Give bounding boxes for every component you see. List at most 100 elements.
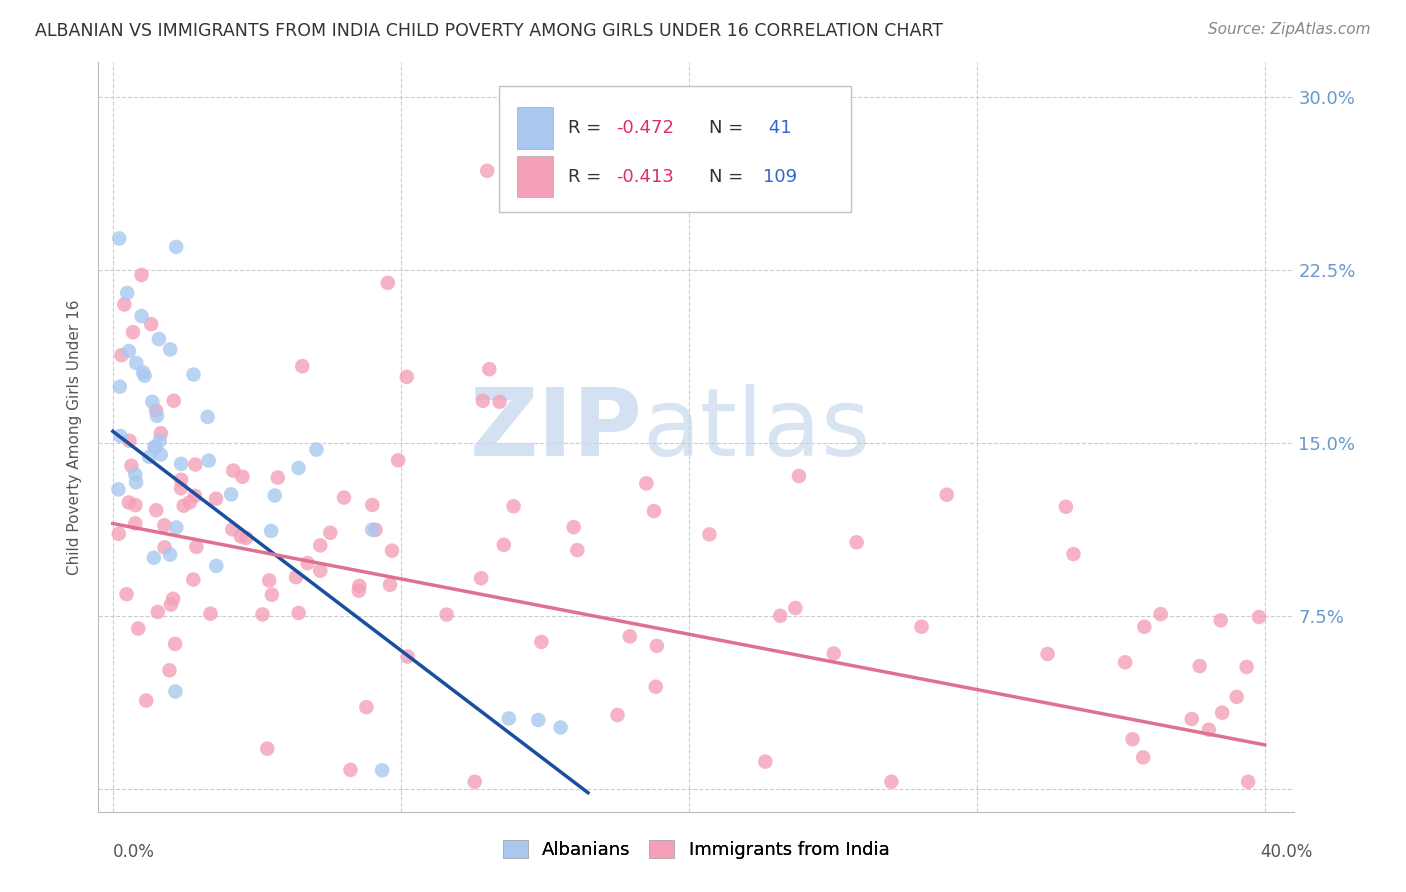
Point: [910, 620, 932, 634]
Point: [221, 522, 243, 536]
Point: [146, 409, 169, 423]
Point: [845, 535, 868, 549]
Point: [162, 591, 184, 606]
Point: [173, 499, 195, 513]
Point: [319, 525, 342, 540]
Point: [141, 317, 163, 331]
Point: [498, 711, 520, 725]
Point: [1114, 656, 1136, 670]
Text: R =: R =: [568, 168, 607, 186]
Point: [785, 601, 807, 615]
Point: [110, 348, 132, 362]
Point: [395, 370, 418, 384]
Point: [699, 527, 721, 541]
Point: [134, 368, 156, 383]
Point: [477, 163, 499, 178]
Point: [197, 409, 219, 424]
Point: [125, 475, 148, 490]
Point: [124, 498, 146, 512]
Point: [464, 774, 486, 789]
Text: -0.472: -0.472: [616, 120, 673, 137]
Point: [550, 721, 572, 735]
Point: [636, 476, 658, 491]
Point: [371, 763, 394, 777]
Point: [387, 453, 409, 467]
Point: [200, 607, 222, 621]
Point: [1209, 613, 1232, 627]
Point: [488, 394, 510, 409]
Point: [1237, 774, 1260, 789]
Text: 41: 41: [763, 120, 792, 137]
Text: R =: R =: [568, 120, 607, 137]
Point: [115, 285, 138, 300]
Point: [159, 548, 181, 562]
Point: [256, 741, 278, 756]
Point: [527, 713, 550, 727]
Point: [115, 587, 138, 601]
Point: [1122, 732, 1144, 747]
Point: [754, 755, 776, 769]
Point: [122, 325, 145, 339]
Point: [361, 523, 384, 537]
Point: [170, 481, 193, 495]
Text: ZIP: ZIP: [470, 384, 643, 475]
Point: [135, 693, 157, 707]
Point: [186, 540, 208, 554]
Point: [1236, 660, 1258, 674]
Text: N =: N =: [709, 168, 749, 186]
Point: [127, 622, 149, 636]
Point: [165, 684, 187, 698]
Point: [131, 268, 153, 282]
Point: [165, 240, 187, 254]
Point: [378, 578, 401, 592]
Point: [141, 394, 163, 409]
Point: [118, 495, 141, 509]
Text: N =: N =: [709, 120, 749, 137]
Point: [184, 489, 207, 503]
Text: 109: 109: [763, 168, 797, 186]
Point: [436, 607, 458, 622]
Point: [339, 763, 361, 777]
Point: [492, 538, 515, 552]
Point: [159, 343, 181, 357]
Point: [562, 520, 585, 534]
Point: [1247, 610, 1270, 624]
Point: [108, 379, 131, 393]
Point: [530, 635, 553, 649]
Point: [110, 429, 132, 443]
Point: [132, 365, 155, 379]
Point: [179, 495, 201, 509]
Point: [163, 393, 186, 408]
Point: [1133, 620, 1156, 634]
Point: [260, 588, 283, 602]
Point: [333, 491, 356, 505]
Point: [107, 483, 129, 497]
Point: [1226, 690, 1249, 704]
Point: [165, 637, 187, 651]
Point: [478, 362, 501, 376]
Point: [1036, 647, 1059, 661]
Point: [146, 605, 169, 619]
Point: [159, 663, 181, 677]
Point: [138, 450, 160, 464]
Point: [181, 573, 204, 587]
Point: [112, 297, 135, 311]
Point: [606, 708, 628, 723]
Point: [267, 470, 290, 484]
Point: [291, 359, 314, 374]
Point: [471, 393, 494, 408]
Point: [125, 356, 148, 370]
Point: [197, 453, 219, 467]
Point: [309, 538, 332, 552]
Point: [124, 467, 146, 482]
Point: [287, 606, 309, 620]
Point: [396, 649, 419, 664]
Point: [309, 564, 332, 578]
Point: [1054, 500, 1077, 514]
Point: [285, 570, 308, 584]
Point: [145, 403, 167, 417]
Point: [107, 526, 129, 541]
Point: [183, 368, 205, 382]
Point: [205, 558, 228, 573]
Point: [165, 520, 187, 534]
